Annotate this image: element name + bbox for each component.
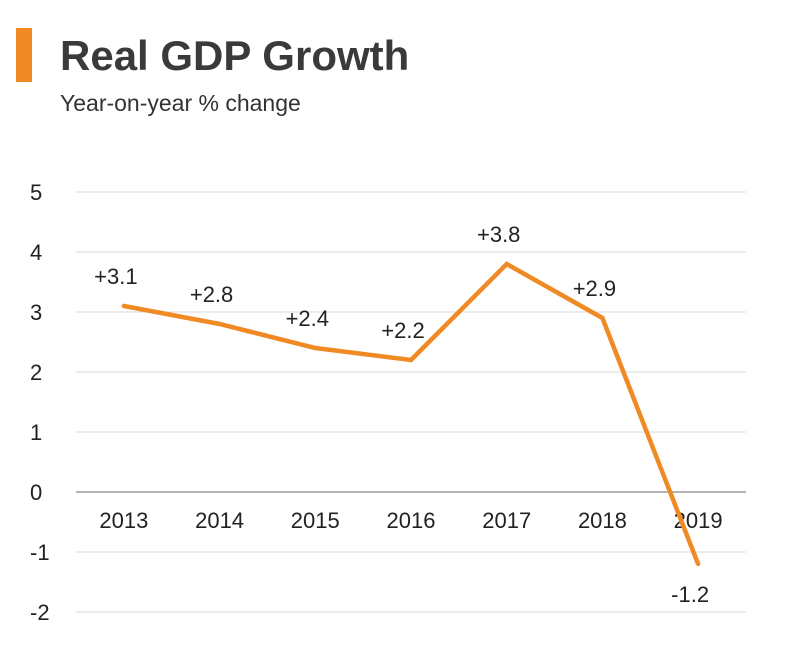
y-tick-label: -2 <box>30 600 50 625</box>
title-accent-bar <box>16 28 32 82</box>
chart-subtitle: Year-on-year % change <box>60 90 301 116</box>
data-point <box>408 357 414 363</box>
y-tick-label: 4 <box>30 240 42 265</box>
data-point <box>217 321 222 327</box>
y-tick-label: 3 <box>30 300 42 325</box>
data-label: +3.1 <box>94 264 137 289</box>
data-labels: +3.1 +2.8 +2.4 +2.2 +3.8 +2.9 -1.2 <box>94 222 709 607</box>
data-point <box>600 315 605 321</box>
chart-title: Real GDP Growth <box>60 32 410 79</box>
y-tick-label: 5 <box>30 180 42 205</box>
gridlines <box>76 191 746 613</box>
data-label: +3.8 <box>477 222 520 247</box>
x-tick-label: 2013 <box>99 508 148 533</box>
y-axis-ticks: 5 4 3 2 1 0 -1 -2 <box>30 180 50 625</box>
data-point <box>504 261 509 267</box>
data-point <box>121 303 127 309</box>
x-tick-label: 2015 <box>291 508 340 533</box>
y-tick-label: 2 <box>30 360 42 385</box>
y-tick-label: 1 <box>30 420 42 445</box>
data-label: +2.2 <box>381 318 424 343</box>
data-label: +2.9 <box>573 276 616 301</box>
data-label: -1.2 <box>671 582 709 607</box>
series-gdp <box>121 261 701 567</box>
data-label: +2.8 <box>190 282 233 307</box>
data-point <box>695 561 701 567</box>
y-tick-label: 0 <box>30 480 42 505</box>
x-tick-label: 2014 <box>195 508 244 533</box>
y-tick-label: -1 <box>30 540 50 565</box>
data-label: +2.4 <box>286 306 329 331</box>
x-tick-label: 2018 <box>578 508 627 533</box>
data-point <box>313 345 318 351</box>
x-tick-label: 2016 <box>387 508 436 533</box>
x-axis-ticks: 2013 2014 2015 2016 2017 2018 2019 <box>99 508 722 533</box>
x-tick-label: 2017 <box>482 508 531 533</box>
